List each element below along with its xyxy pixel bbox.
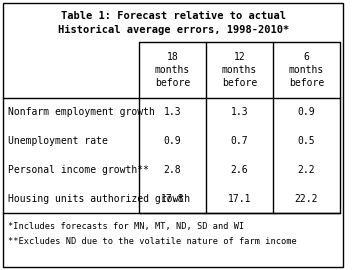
Text: Nonfarm employment growth: Nonfarm employment growth bbox=[8, 107, 155, 117]
Text: 1.3: 1.3 bbox=[231, 107, 248, 117]
Text: 22.2: 22.2 bbox=[295, 194, 318, 204]
Text: Personal income growth**: Personal income growth** bbox=[8, 165, 149, 175]
Text: *Includes forecasts for MN, MT, ND, SD and WI: *Includes forecasts for MN, MT, ND, SD a… bbox=[8, 222, 244, 231]
Text: 2.6: 2.6 bbox=[231, 165, 248, 175]
Text: 2.8: 2.8 bbox=[164, 165, 181, 175]
Text: 2.2: 2.2 bbox=[298, 165, 316, 175]
Text: Historical average errors, 1998-2010*: Historical average errors, 1998-2010* bbox=[58, 25, 289, 35]
Bar bbox=[139, 42, 340, 213]
Text: 6
months
before: 6 months before bbox=[289, 52, 324, 88]
Text: 17.1: 17.1 bbox=[228, 194, 251, 204]
Text: Housing units authorized growth: Housing units authorized growth bbox=[8, 194, 190, 204]
Text: 17.8: 17.8 bbox=[161, 194, 184, 204]
Text: 0.5: 0.5 bbox=[298, 136, 316, 146]
Text: Table 1: Forecast relative to actual: Table 1: Forecast relative to actual bbox=[61, 11, 286, 21]
Text: 0.9: 0.9 bbox=[298, 107, 316, 117]
Text: 0.7: 0.7 bbox=[231, 136, 248, 146]
Text: 12
months
before: 12 months before bbox=[222, 52, 257, 88]
Text: 0.9: 0.9 bbox=[164, 136, 181, 146]
Text: 1.3: 1.3 bbox=[164, 107, 181, 117]
Text: Unemployment rate: Unemployment rate bbox=[8, 136, 108, 146]
Text: 18
months
before: 18 months before bbox=[155, 52, 190, 88]
Text: **Excludes ND due to the volatile nature of farm income: **Excludes ND due to the volatile nature… bbox=[8, 237, 296, 245]
